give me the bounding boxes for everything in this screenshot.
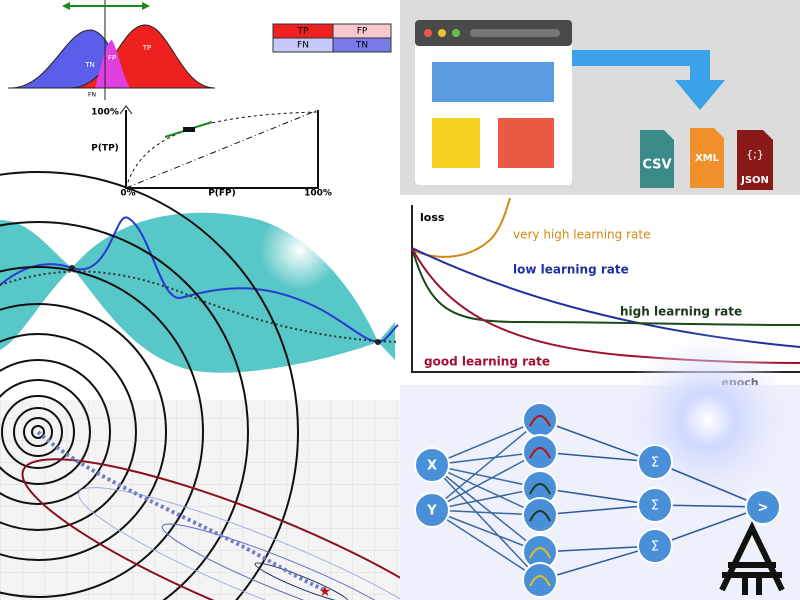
shape-circle [452,29,460,37]
group [21,458,489,600]
shape-circle [618,330,798,510]
shape-path [719,521,785,595]
shape-ellipse [161,523,405,600]
shape-circle [522,562,558,598]
label: TP [142,44,152,52]
label: low learning rate [513,263,629,277]
shape-circle [23,417,53,447]
shape-circle [637,528,673,564]
label: FP [357,27,368,37]
shape-path [529,415,551,459]
shape-circle [522,402,558,438]
label: X [427,459,437,474]
shape-ellipse [21,458,489,600]
shape-circle [424,29,432,37]
shape-rect [432,62,554,102]
label: 100% [304,189,332,199]
shape-circle [745,489,781,525]
group [414,402,781,598]
label: TN [84,61,95,69]
shape-circle [1,395,75,469]
shape-circle [522,434,558,470]
shape-path [529,483,551,522]
shape-path [125,109,319,189]
label: loss [420,211,445,224]
shape-path [572,50,725,110]
label: FN [88,92,96,99]
shape-rect [432,118,480,168]
roc-panel: TN FP TP FN TP FP FN TN 100% P(TP) 0% P(… [0,0,400,200]
shape-circle [260,210,340,290]
shape-path [640,130,674,188]
label: very high learning rate [513,228,650,242]
shape-circle [522,497,558,533]
label: FP [108,54,116,62]
shape-circle [414,492,450,528]
shape-circle [0,333,137,531]
label: 100% [91,108,119,118]
group [431,419,764,581]
label: > [758,501,769,516]
shape-rect [470,29,560,37]
contour-panel: ★ [0,171,489,600]
label: TN [355,41,368,51]
shape-path [737,130,773,190]
shape-path [411,197,511,258]
label: P(FP) [208,189,236,199]
shape-circle [0,266,204,598]
label: good learning rate [424,355,550,369]
label: ★ [319,584,332,600]
label: Σ [651,499,659,514]
shape-circle [438,29,446,37]
shape-circle [0,171,299,600]
label: Σ [651,540,659,555]
shape-circle [637,487,673,523]
shape-path [539,419,764,581]
label: Y [426,504,437,519]
label: {;} [746,148,764,161]
learning-rate-panel: loss epoch very high learning rate low l… [400,195,800,389]
label: P(TP) [91,144,119,154]
shape-rect [183,127,195,132]
shape-circle [0,303,167,561]
group [0,171,299,600]
shape-path [431,419,541,581]
shape-rect [332,37,392,53]
shape-path [119,105,133,115]
shape-path [36,430,326,592]
wave-panel [0,200,400,400]
label: 0% [120,189,135,199]
network-panel: X Y Σ Σ Σ > [400,330,800,600]
shape-path [0,270,399,343]
label: Σ [651,456,659,471]
shape-path [125,110,319,189]
label: TP [297,27,309,37]
label: FN [297,41,309,51]
label: high learning rate [620,305,742,319]
label: CSV [642,158,671,173]
shape-path [690,128,724,188]
shape-circle [637,444,673,480]
shape-circle [375,339,381,345]
shape-circle [31,425,45,439]
shape-path [529,547,551,587]
shape-circle [414,447,450,483]
shape-circle [0,221,249,600]
shape-ellipse [254,562,349,600]
shape-circle [0,359,111,505]
label: JSON [740,175,769,186]
shape-path [411,247,800,326]
shape-ellipse [78,487,451,600]
group [529,415,551,587]
export-panel: CSV XML {;} JSON [400,0,800,195]
label: XML [695,153,720,164]
shape-circle [13,407,63,457]
shape-circle [0,379,91,485]
shape-rect [498,118,554,168]
shape-path [95,40,130,88]
